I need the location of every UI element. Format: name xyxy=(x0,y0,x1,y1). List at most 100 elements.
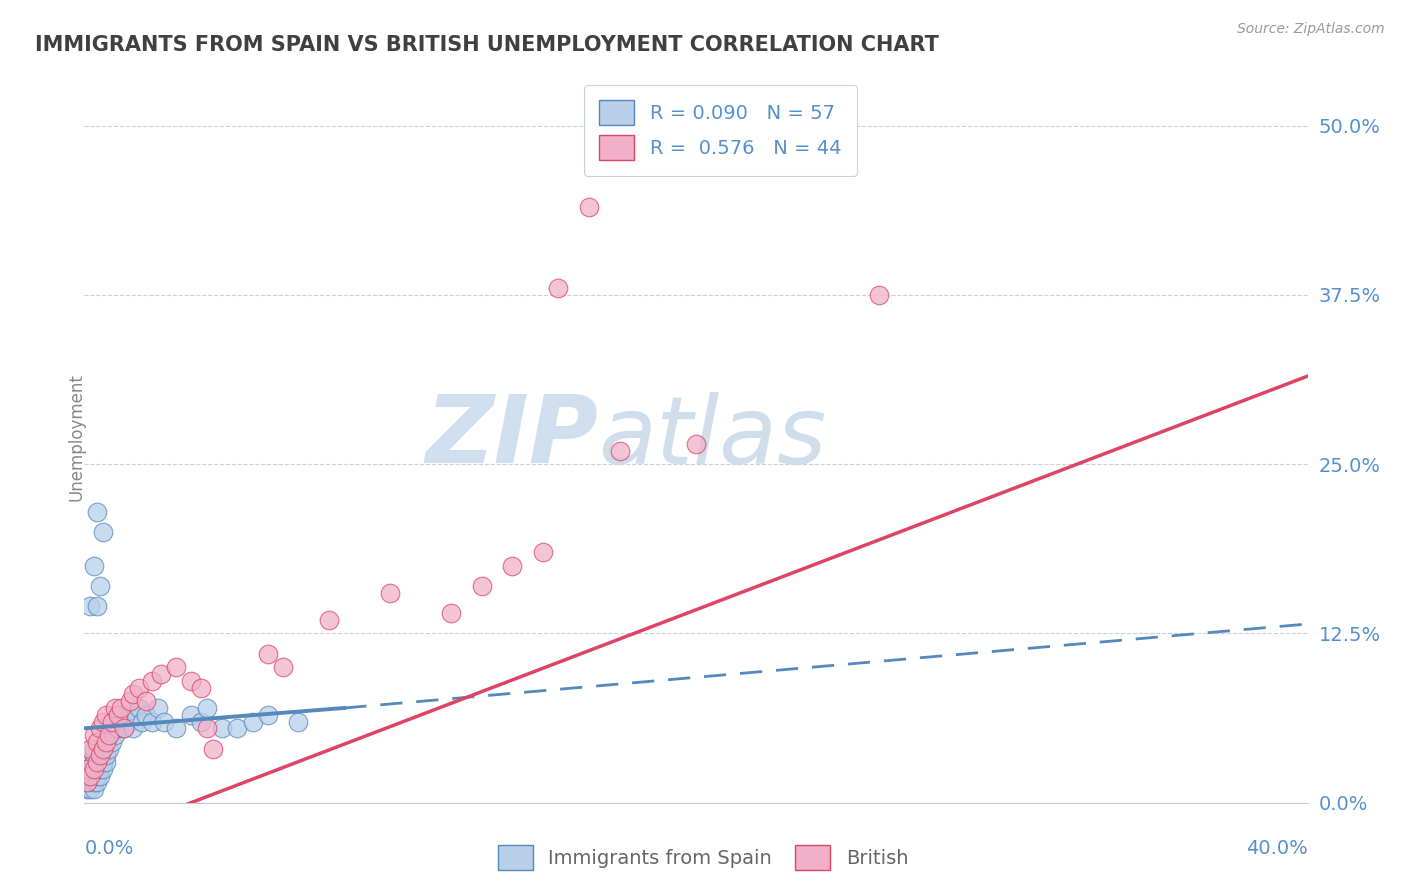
Point xyxy=(104,721,127,735)
Point xyxy=(685,437,707,451)
Point xyxy=(89,748,111,763)
Point xyxy=(131,714,153,729)
Point xyxy=(112,721,135,735)
Point xyxy=(128,701,150,715)
Point xyxy=(578,200,600,214)
Point xyxy=(165,660,187,674)
Text: ZIP: ZIP xyxy=(425,391,598,483)
Point xyxy=(83,728,105,742)
Point xyxy=(120,714,142,729)
Point xyxy=(141,673,163,688)
Point xyxy=(257,707,280,722)
Point xyxy=(83,782,105,797)
Point xyxy=(76,769,98,783)
Point xyxy=(97,741,120,756)
Point xyxy=(86,775,108,789)
Text: Source: ZipAtlas.com: Source: ZipAtlas.com xyxy=(1237,22,1385,37)
Y-axis label: Unemployment: Unemployment xyxy=(67,373,84,501)
Point xyxy=(83,755,105,769)
Point xyxy=(869,288,891,302)
Point xyxy=(128,681,150,695)
Point xyxy=(471,579,494,593)
Point xyxy=(195,721,218,735)
Point xyxy=(226,721,249,735)
Point xyxy=(257,647,280,661)
Point xyxy=(149,667,172,681)
Point xyxy=(112,721,135,735)
Text: atlas: atlas xyxy=(598,392,827,483)
Text: 0.0%: 0.0% xyxy=(84,839,134,858)
Point xyxy=(79,741,101,756)
Point xyxy=(79,782,101,797)
Point xyxy=(79,775,101,789)
Legend: Immigrants from Spain, British: Immigrants from Spain, British xyxy=(489,838,917,878)
Point xyxy=(502,558,524,573)
Point xyxy=(141,714,163,729)
Point xyxy=(89,721,111,735)
Point xyxy=(79,599,101,614)
Point xyxy=(271,660,294,674)
Legend: R = 0.090   N = 57, R =  0.576   N = 44: R = 0.090 N = 57, R = 0.576 N = 44 xyxy=(583,85,858,176)
Point xyxy=(86,762,108,776)
Point xyxy=(91,524,114,539)
Point xyxy=(440,606,463,620)
Point xyxy=(79,769,101,783)
Point xyxy=(101,714,124,729)
Point xyxy=(180,707,202,722)
Point xyxy=(135,707,157,722)
Point xyxy=(86,769,108,783)
Point xyxy=(201,741,224,756)
Point xyxy=(91,741,114,756)
Point xyxy=(97,728,120,742)
Point xyxy=(287,714,309,729)
Point xyxy=(107,721,129,735)
Point xyxy=(380,586,402,600)
Point xyxy=(76,762,98,776)
Point xyxy=(83,769,105,783)
Point xyxy=(89,579,111,593)
Point xyxy=(94,735,117,749)
Point xyxy=(79,755,101,769)
Point xyxy=(76,762,98,776)
Point xyxy=(190,681,212,695)
Point xyxy=(83,558,105,573)
Point xyxy=(115,707,138,722)
Point xyxy=(110,714,132,729)
Point xyxy=(86,735,108,749)
Point xyxy=(120,694,142,708)
Text: IMMIGRANTS FROM SPAIN VS BRITISH UNEMPLOYMENT CORRELATION CHART: IMMIGRANTS FROM SPAIN VS BRITISH UNEMPLO… xyxy=(35,35,939,54)
Point xyxy=(104,701,127,715)
Point xyxy=(91,755,114,769)
Point xyxy=(89,762,111,776)
Point xyxy=(94,748,117,763)
Point xyxy=(89,755,111,769)
Point xyxy=(547,281,569,295)
Point xyxy=(83,741,105,756)
Point xyxy=(190,714,212,729)
Point xyxy=(165,721,187,735)
Point xyxy=(101,735,124,749)
Point xyxy=(86,505,108,519)
Point xyxy=(83,748,105,763)
Point xyxy=(94,707,117,722)
Point xyxy=(89,769,111,783)
Point xyxy=(609,443,631,458)
Point xyxy=(79,769,101,783)
Point xyxy=(86,599,108,614)
Point xyxy=(83,775,105,789)
Point xyxy=(76,782,98,797)
Point xyxy=(94,755,117,769)
Point xyxy=(107,707,129,722)
Text: 40.0%: 40.0% xyxy=(1246,839,1308,858)
Point xyxy=(76,775,98,789)
Point xyxy=(146,701,169,715)
Point xyxy=(91,714,114,729)
Point xyxy=(76,775,98,789)
Point xyxy=(110,701,132,715)
Point xyxy=(211,721,233,735)
Point xyxy=(180,673,202,688)
Point xyxy=(91,762,114,776)
Point xyxy=(242,714,264,729)
Point xyxy=(79,762,101,776)
Point xyxy=(104,728,127,742)
